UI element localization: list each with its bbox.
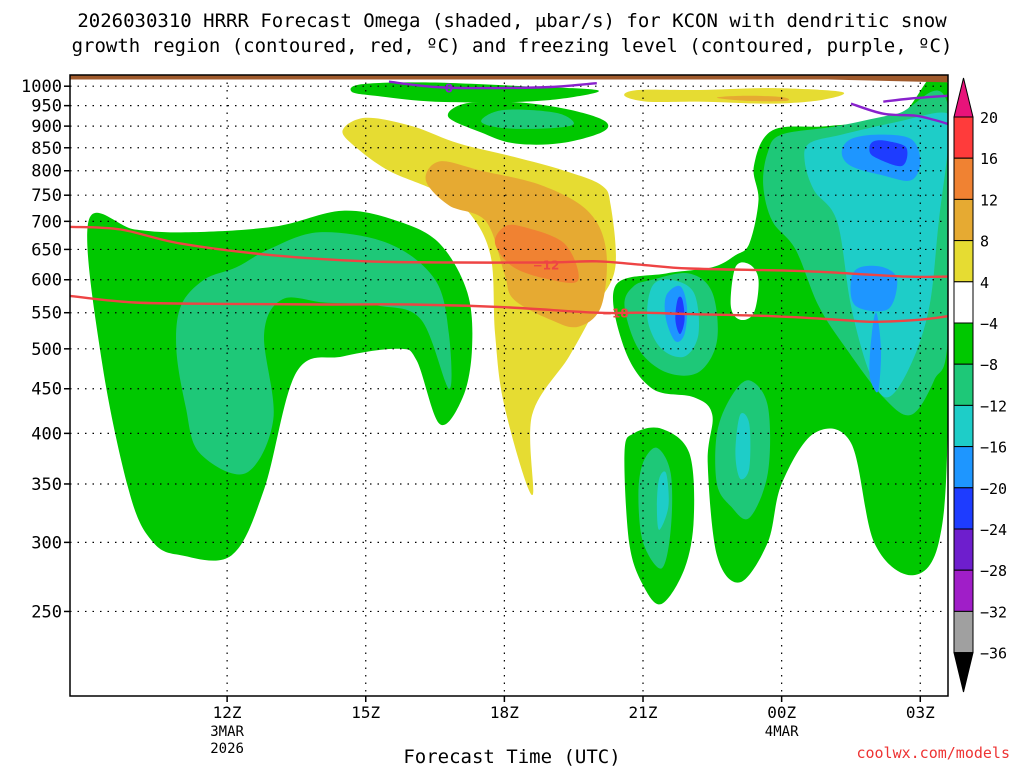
x-tick-label-03Z: 03Z bbox=[906, 703, 935, 722]
colorbar-bin-1 bbox=[953, 157, 974, 200]
colorbar-bin-11 bbox=[953, 569, 974, 612]
colorbar: 20 16 12 8 4 −4 −8 −12 −16 −20 −24 −28 −32 −36 bbox=[953, 77, 1007, 693]
x-tick-year-12Z: 2026 bbox=[210, 741, 244, 757]
freezing-contour-0 bbox=[388, 80, 597, 90]
x-tick-label-12Z: 12Z bbox=[213, 703, 242, 722]
gridlines bbox=[70, 75, 948, 696]
dendritic-contour-0 bbox=[70, 294, 948, 324]
credit-text: coolwx.com/models bbox=[856, 744, 1010, 762]
x-tick-label-18Z: 18Z bbox=[490, 703, 519, 722]
colorbar-label-11: −28 bbox=[980, 562, 1007, 580]
y-tick-label-1000: 1000 bbox=[21, 77, 62, 97]
omega-region-mid-tower-cyan bbox=[735, 413, 751, 480]
colorbar-top-triangle bbox=[953, 77, 974, 118]
x-tick-date-00Z: 4MAR bbox=[765, 724, 799, 740]
colorbar-bin-7 bbox=[953, 404, 974, 448]
dendritic-contour-1-label: −12 bbox=[533, 258, 560, 272]
omega-region-left-teal-core bbox=[176, 232, 452, 475]
x-tick-label-15Z: 15Z bbox=[351, 703, 380, 722]
colorbar-bin-2 bbox=[953, 198, 974, 242]
y-tick-label-950: 950 bbox=[31, 97, 62, 117]
colorbar-label-10: −24 bbox=[980, 521, 1007, 539]
colorbar-label-12: −32 bbox=[980, 603, 1007, 621]
y-tick-label-250: 250 bbox=[31, 602, 62, 622]
plot-frame bbox=[69, 74, 949, 697]
y-tick-label-800: 800 bbox=[31, 162, 62, 182]
omega-region-east-deepblue bbox=[869, 140, 908, 167]
y-axis: 2503003504004505005506006507007508008509… bbox=[21, 77, 70, 622]
colorbar-label-0: 20 bbox=[980, 109, 998, 127]
colorbar-label-4: 4 bbox=[980, 274, 989, 292]
x-tick-label-21Z: 21Z bbox=[629, 703, 658, 722]
contour-labels: −18 −12 0 bbox=[445, 81, 629, 321]
omega-region-lower-teal-band bbox=[481, 109, 574, 129]
colorbar-bin-0 bbox=[953, 116, 974, 159]
colorbar-label-7: −12 bbox=[980, 397, 1007, 415]
colorbar-label-9: −20 bbox=[980, 480, 1007, 498]
dendritic-contour-1 bbox=[70, 225, 948, 279]
colorbar-bin-4 bbox=[953, 281, 974, 324]
x-tick-date-12Z: 3MAR bbox=[210, 724, 244, 740]
chart-title-line1: 2026030310 HRRR Forecast Omega (shaded, … bbox=[77, 10, 947, 32]
colorbar-label-2: 12 bbox=[980, 191, 998, 209]
omega-region-orange-peak bbox=[494, 224, 579, 283]
y-tick-label-550: 550 bbox=[31, 304, 62, 324]
y-tick-label-900: 900 bbox=[31, 117, 62, 137]
colorbar-label-3: 8 bbox=[980, 233, 989, 251]
x-tick-label-00Z: 00Z bbox=[767, 703, 796, 722]
y-tick-label-700: 700 bbox=[31, 212, 62, 232]
omega-region-left-tower-cyan bbox=[656, 471, 669, 530]
y-tick-label-400: 400 bbox=[31, 424, 62, 444]
colorbar-bin-8 bbox=[953, 446, 974, 489]
y-tick-label-450: 450 bbox=[31, 380, 62, 400]
omega-region-surface-yellow bbox=[624, 88, 845, 104]
y-tick-label-850: 850 bbox=[31, 139, 62, 159]
omega-region-east-blue-spike bbox=[869, 312, 882, 393]
omega-shading bbox=[87, 75, 948, 605]
terrain bbox=[70, 75, 948, 83]
y-tick-label-500: 500 bbox=[31, 340, 62, 360]
omega-region-white-gap bbox=[730, 262, 759, 321]
terrain-surface bbox=[70, 75, 948, 83]
omega-region-surface-orange bbox=[716, 95, 790, 102]
colorbar-bin-5 bbox=[953, 322, 974, 365]
colorbar-bin-12 bbox=[953, 610, 974, 654]
colorbar-label-5: −4 bbox=[980, 315, 998, 333]
y-tick-label-350: 350 bbox=[31, 475, 62, 495]
colorbar-label-6: −8 bbox=[980, 356, 998, 374]
colorbar-bin-3 bbox=[953, 240, 974, 283]
colorbar-bottom-triangle bbox=[953, 652, 974, 693]
chart-title-line2: growth region (contoured, red, ºC) and f… bbox=[71, 35, 953, 57]
freezing-contour-0-label: 0 bbox=[445, 81, 453, 95]
x-axis-title: Forecast Time (UTC) bbox=[403, 746, 621, 768]
omega-region-right-deepblue bbox=[675, 296, 685, 334]
freezing-contour-2 bbox=[883, 94, 948, 103]
colorbar-bin-6 bbox=[953, 363, 974, 406]
y-tick-label-650: 650 bbox=[31, 240, 62, 260]
colorbar-label-8: −16 bbox=[980, 439, 1007, 457]
colorbar-bin-10 bbox=[953, 528, 974, 571]
freezing-contour-1 bbox=[850, 102, 948, 126]
omega-region-east-blue-upper bbox=[850, 265, 898, 312]
omega-region-east-cyan-band bbox=[804, 112, 948, 398]
contour-lines bbox=[70, 80, 948, 324]
colorbar-label-13: −36 bbox=[980, 645, 1007, 663]
colorbar-label-1: 16 bbox=[980, 150, 998, 168]
y-tick-label-300: 300 bbox=[31, 533, 62, 553]
colorbar-bin-9 bbox=[953, 487, 974, 530]
dendritic-contour-0-label: −18 bbox=[602, 307, 629, 321]
y-tick-label-750: 750 bbox=[31, 186, 62, 206]
y-tick-label-600: 600 bbox=[31, 271, 62, 291]
